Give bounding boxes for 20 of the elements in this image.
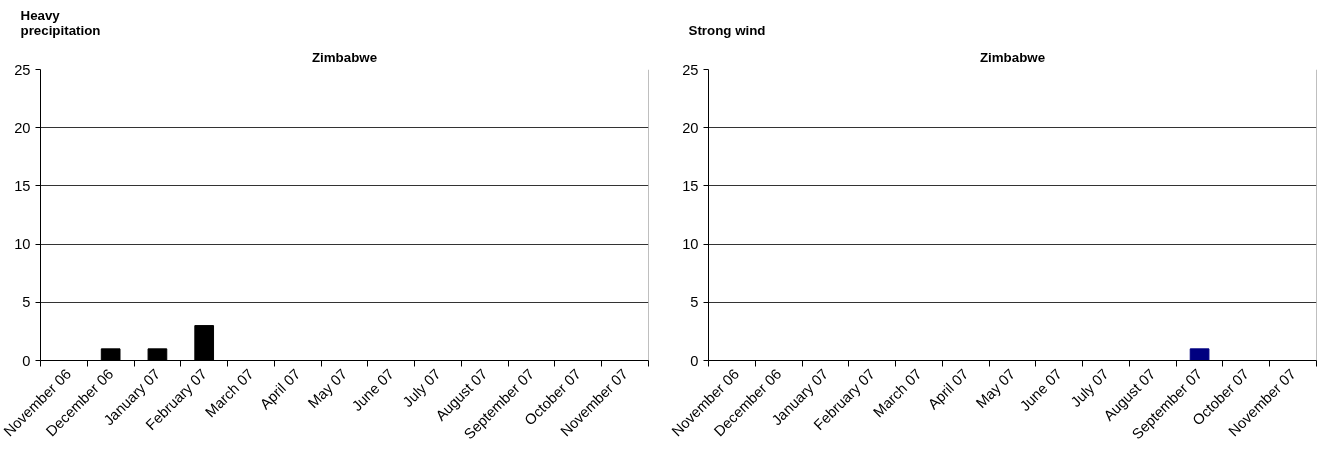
y-tick-label: 5	[22, 294, 31, 311]
x-tick-label: July 07	[399, 365, 444, 410]
y-tick-label: 15	[682, 177, 699, 194]
y-tick-label: 25	[682, 61, 699, 78]
y-tick-label: 20	[682, 119, 699, 136]
y-tick-label: 20	[14, 119, 31, 136]
x-tick-label: July 07	[1067, 365, 1112, 410]
chart-subtitle: Zimbabwe	[979, 49, 1046, 65]
chart-subtitle: Zimbabwe	[311, 49, 378, 65]
chart-title: Heavy precipitation	[20, 7, 101, 38]
y-tick-label: 10	[14, 236, 31, 253]
y-tick-label: 0	[690, 352, 699, 369]
x-tick-label: May 07	[972, 365, 1019, 412]
y-tick-label: 0	[22, 352, 31, 369]
y-tick-label: 10	[682, 236, 699, 253]
y-tick-label: 5	[690, 294, 699, 311]
y-tick-label: 15	[14, 177, 31, 194]
chart-title: Strong wind	[688, 22, 766, 38]
x-tick-label: May 07	[304, 365, 351, 412]
y-tick-label: 25	[14, 61, 31, 78]
